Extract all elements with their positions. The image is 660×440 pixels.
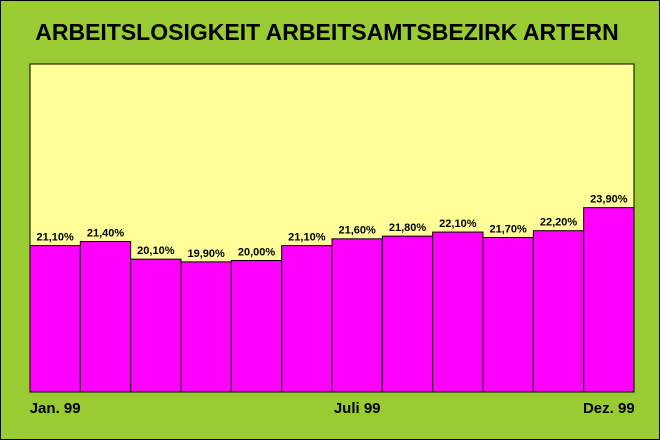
value-label: 22,20%	[540, 217, 578, 229]
bar	[532, 230, 585, 393]
value-label: 21,10%	[37, 232, 75, 244]
bar	[583, 207, 635, 393]
value-label: 20,00%	[238, 246, 276, 258]
value-label: 21,80%	[389, 222, 427, 234]
chart-title: ARBEITSLOSIGKEIT ARBEITSAMTSBEZIRK ARTER…	[35, 19, 619, 45]
bar	[29, 245, 81, 393]
value-label: 21,70%	[490, 223, 528, 235]
bar	[482, 236, 534, 393]
value-label: 21,60%	[339, 225, 377, 237]
x-tick-label: Juli 99	[334, 400, 381, 417]
value-label: 19,90%	[188, 248, 226, 260]
value-label: 21,40%	[87, 227, 125, 239]
bar	[130, 258, 182, 393]
bar	[180, 261, 232, 393]
bar	[281, 245, 333, 393]
bar	[381, 235, 434, 393]
value-label: 20,10%	[137, 245, 175, 257]
value-label: 21,10%	[288, 232, 326, 244]
bar	[432, 231, 484, 393]
value-label: 23,90%	[590, 194, 628, 206]
value-label: 22,10%	[439, 218, 477, 230]
x-tick-label: Jan. 99	[30, 400, 81, 417]
x-tick-label: Dez. 99	[583, 400, 635, 417]
bar	[79, 241, 132, 393]
bar	[331, 238, 383, 393]
bar	[230, 260, 283, 393]
